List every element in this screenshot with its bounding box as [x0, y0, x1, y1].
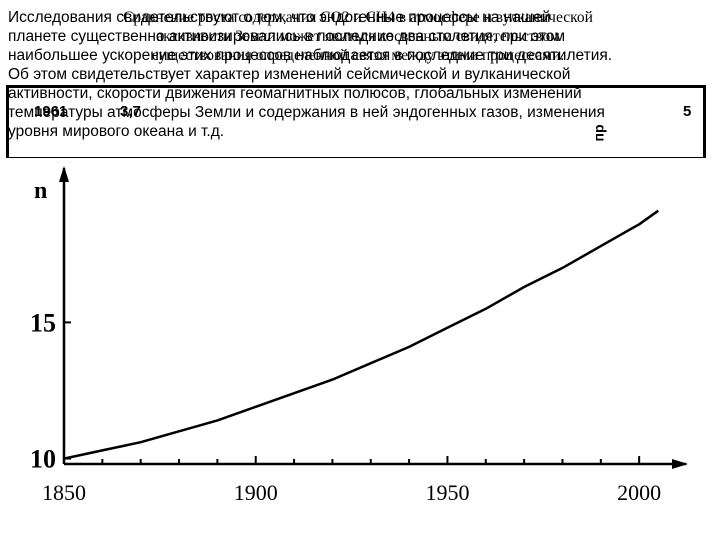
- series-line: [63, 209, 660, 460]
- body-line: наибольшее ускорение этих процессов набл…: [8, 47, 613, 64]
- overlay-title-line: Сравнение роста содержания СО2 и СН4 в а…: [123, 9, 593, 26]
- body-line: температуры атмосферы Земли и содержания…: [8, 104, 605, 121]
- chart-ticks: 10 15 1850 1900 1950 2000: [30, 308, 661, 505]
- x-axis-arrow: [672, 459, 688, 469]
- y-axis-arrow: [59, 166, 69, 182]
- table-cell-year: 1961: [34, 103, 68, 120]
- overlay-title: Сравнение роста содержания СО2 и СН4 в а…: [48, 8, 668, 65]
- body-line: Об этом свидетельствует характер изменен…: [8, 66, 571, 83]
- table-cell-extra: 5: [683, 103, 692, 120]
- body-line: активности, скорости движения геомагнитн…: [8, 85, 582, 102]
- y-axis-label: n: [34, 178, 47, 204]
- y-tick-label: 10: [30, 445, 56, 474]
- body-line: уровня мирового океана и т.д.: [8, 123, 225, 140]
- body-line: Исследования свидетельствуют о том, что …: [8, 9, 551, 26]
- chart-axes: n: [34, 166, 688, 469]
- x-tick-label: 1850: [42, 480, 86, 505]
- chart-panel: n 10 15 1850 1900 1950 2000: [6, 158, 706, 538]
- table-cell-value: 3,7: [120, 103, 141, 120]
- overlay-title-line: существования определенной связи между э…: [151, 47, 565, 64]
- x-tick-label: 1900: [234, 480, 278, 505]
- chart-series: [63, 209, 660, 460]
- body-paragraph: Исследования свидетельствуют о том, что …: [8, 8, 716, 141]
- x-tick-label: 2000: [617, 480, 661, 505]
- y-tick-label: 15: [30, 308, 56, 337]
- x-tick-label: 1950: [425, 480, 469, 505]
- body-line: планете существенно активизировались в п…: [8, 28, 566, 45]
- overlay-title-line: активности Земли может явиться косвенным…: [156, 28, 560, 45]
- line-chart: n 10 15 1850 1900 1950 2000: [30, 166, 688, 505]
